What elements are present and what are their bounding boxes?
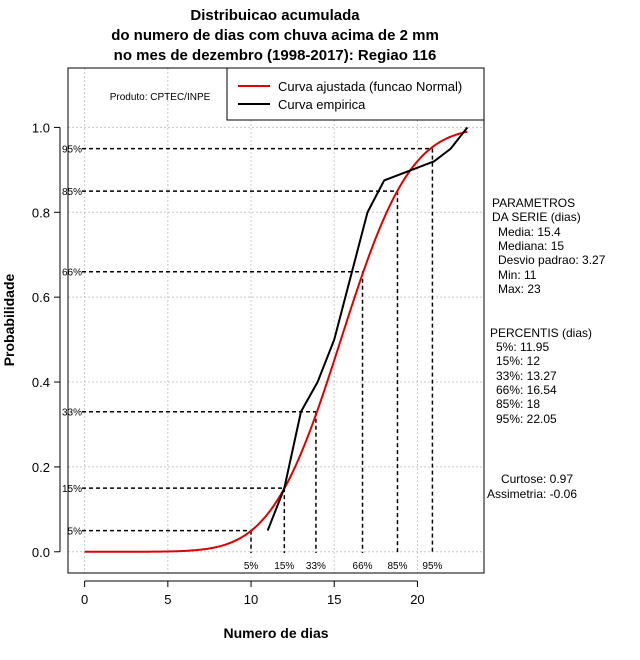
percentil-33: 33%: 13.27: [496, 369, 557, 383]
fitted-normal-curve: [84, 130, 468, 553]
x-tick-label-1: 5: [164, 592, 171, 607]
x-tick-label-0: 0: [81, 592, 88, 607]
empirical-curve: [266, 126, 469, 531]
guide-left-label-66%: 66%: [62, 268, 82, 279]
title-line-1: Distribuicao acumulada: [190, 7, 360, 24]
guide-bottom-label-33%: 33%: [306, 561, 326, 572]
y-axis: 0.0 0.2 0.4 0.6 0.8 1.0: [32, 120, 61, 560]
params-heading-1: PARAMETROS: [492, 196, 575, 210]
x-tick-label-3: 15: [327, 592, 341, 607]
chart-title: Distribuicao acumulada do numero de dias…: [111, 7, 439, 64]
assimetria: Assimetria: -0.06: [487, 487, 577, 501]
x-tick-label-4: 20: [410, 592, 424, 607]
guide-left-label-15%: 15%: [62, 484, 82, 495]
title-line-2: do numero de dias com chuva acima de 2 m…: [111, 27, 439, 44]
guide-bottom-label-15%: 15%: [274, 561, 294, 572]
params-heading-2: DA SERIE (dias): [492, 210, 581, 224]
curtose: Curtose: 0.97: [501, 472, 573, 486]
param-media: Media: 15.4: [498, 225, 561, 239]
shape-stats-block: Curtose: 0.97 Assimetria: -0.06: [487, 472, 577, 501]
product-label: Produto: CPTEC/INPE: [110, 92, 211, 103]
param-mediana: Mediana: 15: [498, 239, 564, 253]
y-tick-label-0: 0.0: [32, 545, 50, 560]
grid: [68, 68, 484, 573]
title-line-3: no mes de dezembro (1998-2017): Regiao 1…: [114, 47, 437, 64]
legend-label-fitted: Curva ajustada (funcao Normal): [278, 79, 462, 94]
percentil-66: 66%: 16.54: [496, 383, 557, 397]
x-axis-label: Numero de dias: [223, 625, 328, 641]
parameters-block: PARAMETROS DA SERIE (dias) Media: 15.4 M…: [492, 196, 606, 296]
percentis-block: PERCENTIS (dias) 5%: 11.95 15%: 12 33%: …: [490, 326, 592, 426]
percentil-15: 15%: 12: [496, 354, 540, 368]
guide-bottom-label-66%: 66%: [353, 561, 373, 572]
guide-left-label-33%: 33%: [62, 408, 82, 419]
param-max: Max: 23: [498, 282, 541, 296]
legend-label-empirical: Curva empirica: [278, 97, 366, 112]
guide-left-label-95%: 95%: [62, 145, 82, 156]
x-tick-label-2: 10: [244, 592, 258, 607]
guide-left-label-85%: 85%: [62, 187, 82, 198]
y-tick-label-4: 0.8: [32, 205, 50, 220]
percentil-95: 95%: 22.05: [496, 412, 557, 426]
percentil-85: 85%: 18: [496, 397, 540, 411]
param-desvio: Desvio padrao: 3.27: [498, 253, 606, 267]
y-tick-label-2: 0.4: [32, 375, 50, 390]
y-tick-label-5: 1.0: [32, 120, 50, 135]
percentile-guides: 5% 5% 15% 15% 33% 33% 66% 66% 85% 85% 95% 95%: [62, 145, 443, 572]
legend-box: [226, 67, 485, 121]
percentil-5: 5%: 11.95: [496, 340, 549, 354]
guide-bottom-label-85%: 85%: [387, 561, 407, 572]
percentis-heading: PERCENTIS (dias): [490, 326, 592, 340]
y-tick-label-1: 0.2: [32, 460, 50, 475]
y-axis-label: Probabilidade: [1, 274, 17, 367]
guide-bottom-label-5%: 5%: [244, 561, 259, 572]
param-min: Min: 11: [498, 268, 537, 282]
y-tick-label-3: 0.6: [32, 290, 50, 305]
x-axis: 0 5 10 15 20: [81, 580, 425, 607]
curves: [84, 126, 469, 553]
guide-bottom-label-95%: 95%: [422, 561, 442, 572]
guide-left-label-5%: 5%: [68, 527, 83, 538]
legend: Curva ajustada (funcao Normal) Curva emp…: [226, 67, 485, 121]
plot-frame: [67, 67, 485, 574]
